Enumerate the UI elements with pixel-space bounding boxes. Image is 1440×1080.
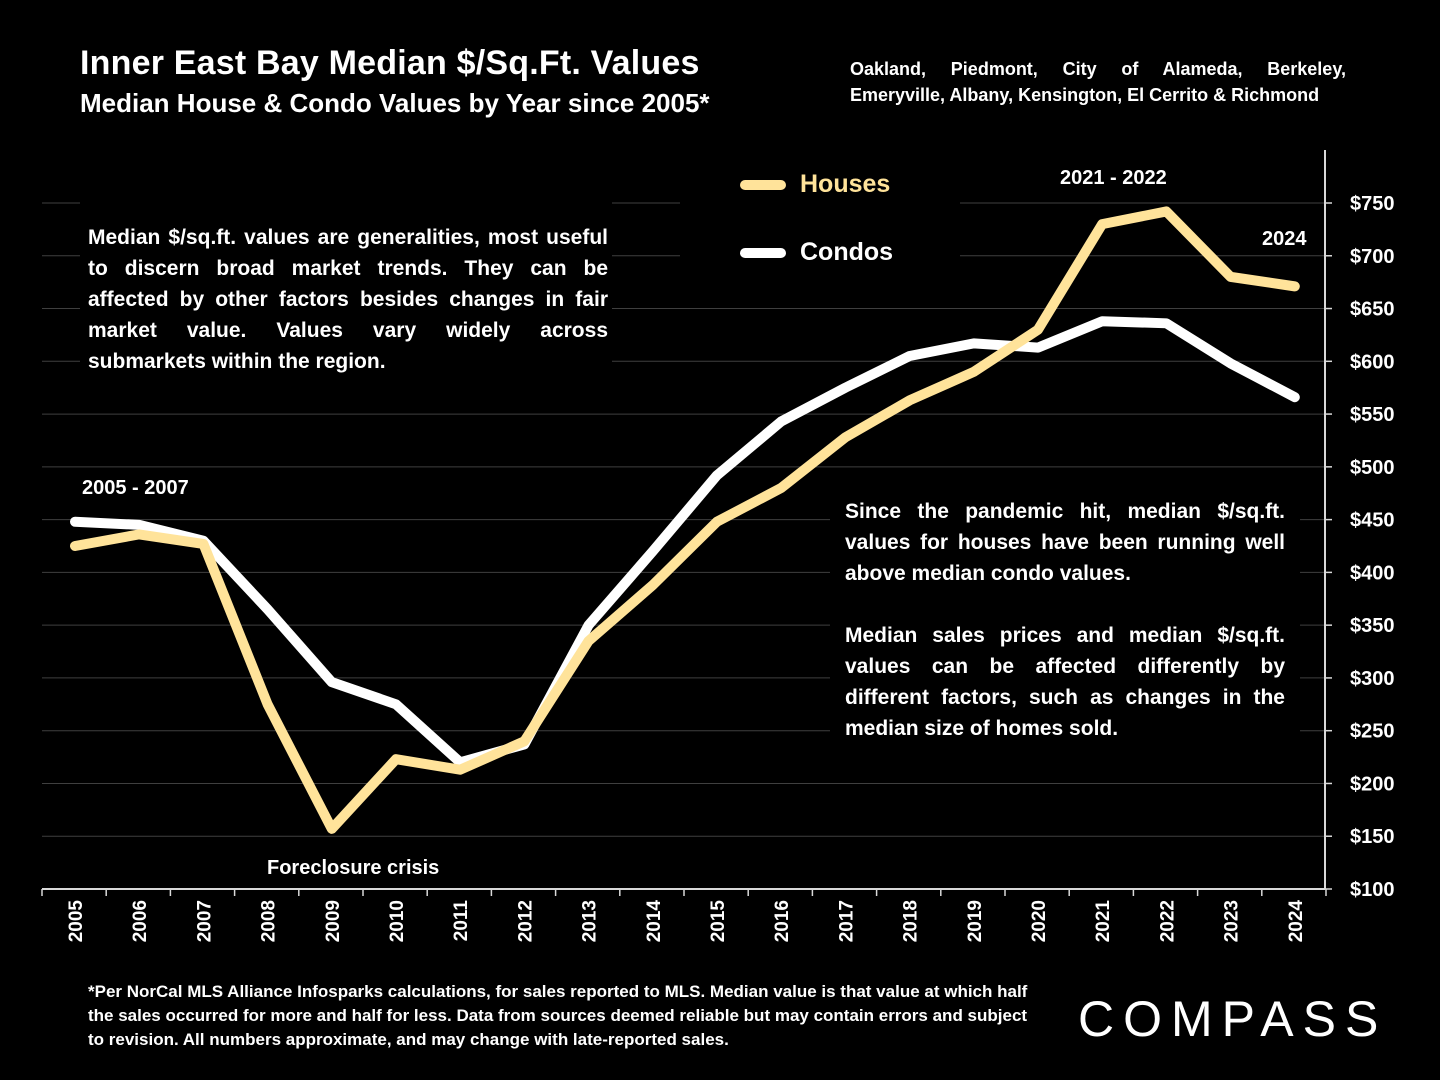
x-tick-label-2020: 2020	[1029, 900, 1050, 942]
x-axis-tick-labels: 2005 2006 2007 2008 2009 2010 2011 2012 2013 2014…	[66, 900, 1307, 943]
x-tick-label-2013: 2013	[580, 900, 601, 942]
y-tick-label-700: $700	[1350, 246, 1395, 268]
note-right: Since the pandemic hit, median $/sq.ft. …	[845, 496, 1285, 775]
x-axis-ticks	[42, 889, 1326, 896]
x-tick-label-2009: 2009	[323, 900, 344, 942]
y-tick-label-450: $450	[1350, 510, 1395, 532]
note-right-paragraph-2: Median sales prices and median $/sq.ft. …	[845, 620, 1285, 744]
y-tick-label-250: $250	[1350, 721, 1395, 743]
x-tick-label-2012: 2012	[515, 900, 536, 942]
legend-condos-swatch	[740, 248, 786, 258]
legend-condos-label: Condos	[800, 238, 893, 267]
x-tick-label-2008: 2008	[259, 900, 280, 942]
annotation-foreclosure-crisis: Foreclosure crisis	[267, 857, 439, 880]
x-tick-label-2023: 2023	[1222, 900, 1243, 942]
annotation-2021-2022: 2021 - 2022	[1060, 167, 1167, 190]
note-right-paragraph-1: Since the pandemic hit, median $/sq.ft. …	[845, 496, 1285, 589]
x-tick-label-2024: 2024	[1286, 900, 1307, 943]
x-tick-label-2005: 2005	[66, 900, 87, 943]
x-tick-label-2016: 2016	[772, 900, 793, 942]
legend-condos: Condos	[740, 238, 893, 267]
y-tick-label-350: $350	[1350, 615, 1395, 637]
region-note: Oakland, Piedmont, City of Alameda, Berk…	[850, 56, 1346, 108]
annotation-2024: 2024	[1262, 228, 1307, 251]
y-tick-label-500: $500	[1350, 457, 1395, 479]
y-tick-label-650: $650	[1350, 299, 1395, 321]
x-tick-label-2010: 2010	[387, 900, 408, 942]
x-tick-label-2021: 2021	[1093, 900, 1114, 943]
y-tick-label-550: $550	[1350, 404, 1395, 426]
y-tick-label-400: $400	[1350, 562, 1395, 584]
note-left: Median $/sq.ft. values are generalities,…	[88, 222, 608, 377]
y-tick-label-100: $100	[1350, 879, 1395, 901]
x-tick-label-2017: 2017	[836, 900, 857, 942]
y-tick-label-750: $750	[1350, 193, 1395, 215]
compass-logo: COMPASS	[1078, 990, 1387, 1048]
chart-subtitle: Median House & Condo Values by Year sinc…	[80, 88, 710, 119]
y-tick-label-200: $200	[1350, 773, 1395, 795]
legend-houses-label: Houses	[800, 170, 890, 199]
y-tick-label-300: $300	[1350, 668, 1395, 690]
x-tick-label-2014: 2014	[644, 900, 665, 943]
x-tick-label-2007: 2007	[194, 900, 215, 942]
x-tick-label-2011: 2011	[451, 900, 472, 942]
y-tick-label-150: $150	[1350, 826, 1395, 848]
chart-title: Inner East Bay Median $/Sq.Ft. Values	[80, 44, 700, 83]
footnote: *Per NorCal MLS Alliance Infosparks calc…	[88, 980, 1038, 1052]
x-tick-label-2015: 2015	[708, 900, 729, 943]
x-tick-label-2022: 2022	[1157, 900, 1178, 942]
annotation-2005-2007: 2005 - 2007	[82, 477, 189, 500]
y-axis-tick-labels: $750 $700 $650 $600 $550 $500 $450 $400 $350 $300…	[1325, 193, 1395, 901]
legend-houses: Houses	[740, 170, 890, 199]
x-tick-label-2018: 2018	[901, 900, 922, 942]
y-tick-label-600: $600	[1350, 351, 1395, 373]
x-tick-label-2019: 2019	[965, 900, 986, 942]
legend-houses-swatch	[740, 180, 786, 190]
x-tick-label-2006: 2006	[130, 900, 151, 942]
